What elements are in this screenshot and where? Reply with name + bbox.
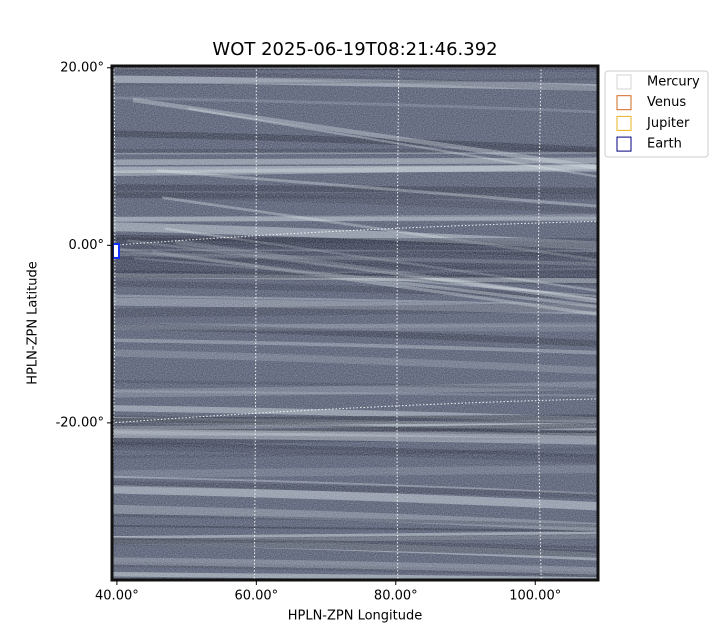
plot-frame <box>110 64 600 582</box>
legend-swatch <box>616 136 632 152</box>
legend-swatch <box>616 115 632 131</box>
legend-label: Earth <box>647 137 682 152</box>
legend-box <box>604 70 709 158</box>
y-axis-label: HPLN-ZPN Latitude <box>26 261 41 384</box>
legend-swatch <box>616 74 632 90</box>
grid <box>112 66 598 580</box>
image <box>112 66 598 580</box>
chart-title: WOT 2025-06-19T08:21:46.392 <box>212 39 497 60</box>
x-tick-label: 60.00° <box>234 589 278 604</box>
grid-line <box>537 66 542 580</box>
x-tick-label: 100.00° <box>509 589 561 604</box>
grid-line <box>112 66 116 553</box>
y-tick-label: -20.00° <box>56 415 104 430</box>
legend-label: Mercury <box>647 75 700 90</box>
legend-label: Venus <box>647 95 686 110</box>
grid-line <box>396 66 400 580</box>
y-tick-label: 0.00° <box>69 238 104 253</box>
x-tick-label: 80.00° <box>374 589 418 604</box>
x-axis-label: HPLN-ZPN Longitude <box>288 609 423 624</box>
grid-line <box>253 66 257 580</box>
earth-marker <box>112 243 120 259</box>
legend-label: Jupiter <box>646 116 690 131</box>
image-noise <box>112 66 598 580</box>
grid-line <box>112 220 598 246</box>
x-tick-label: 40.00° <box>95 589 139 604</box>
grid-line <box>112 398 598 424</box>
legend: Mercury Venus Jupiter Earth <box>604 70 709 158</box>
y-tick-label: 20.00° <box>60 60 104 75</box>
legend-swatch <box>616 95 632 111</box>
